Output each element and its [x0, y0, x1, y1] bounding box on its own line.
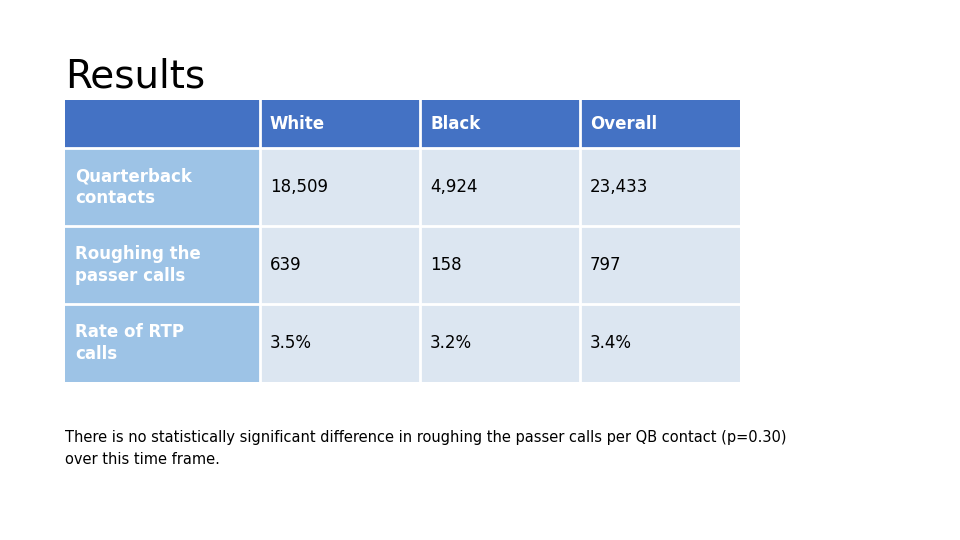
Bar: [580, 148, 740, 226]
Text: There is no statistically significant difference in roughing the passer calls pe: There is no statistically significant di…: [65, 430, 786, 467]
Bar: [420, 304, 580, 382]
Bar: [260, 304, 420, 382]
Bar: [65, 100, 260, 148]
Text: 23,433: 23,433: [590, 178, 648, 196]
Text: White: White: [270, 115, 325, 133]
Text: Quarterback
contacts: Quarterback contacts: [75, 167, 192, 207]
Text: 639: 639: [270, 256, 301, 274]
Bar: [65, 148, 260, 226]
Text: Black: Black: [430, 115, 480, 133]
Bar: [65, 226, 260, 304]
Text: Rate of RTP
calls: Rate of RTP calls: [75, 323, 184, 363]
Text: 3.4%: 3.4%: [590, 334, 632, 352]
Text: Results: Results: [65, 58, 205, 96]
Bar: [65, 304, 260, 382]
Bar: [420, 148, 580, 226]
Text: 158: 158: [430, 256, 462, 274]
Text: 3.2%: 3.2%: [430, 334, 472, 352]
Bar: [420, 100, 580, 148]
Bar: [580, 100, 740, 148]
Text: 3.5%: 3.5%: [270, 334, 312, 352]
Bar: [260, 100, 420, 148]
Text: Roughing the
passer calls: Roughing the passer calls: [75, 245, 201, 285]
Bar: [580, 304, 740, 382]
Bar: [580, 226, 740, 304]
Bar: [420, 226, 580, 304]
Bar: [260, 148, 420, 226]
Text: 4,924: 4,924: [430, 178, 477, 196]
Text: 797: 797: [590, 256, 621, 274]
Bar: [260, 226, 420, 304]
Text: Overall: Overall: [590, 115, 658, 133]
Text: 18,509: 18,509: [270, 178, 328, 196]
